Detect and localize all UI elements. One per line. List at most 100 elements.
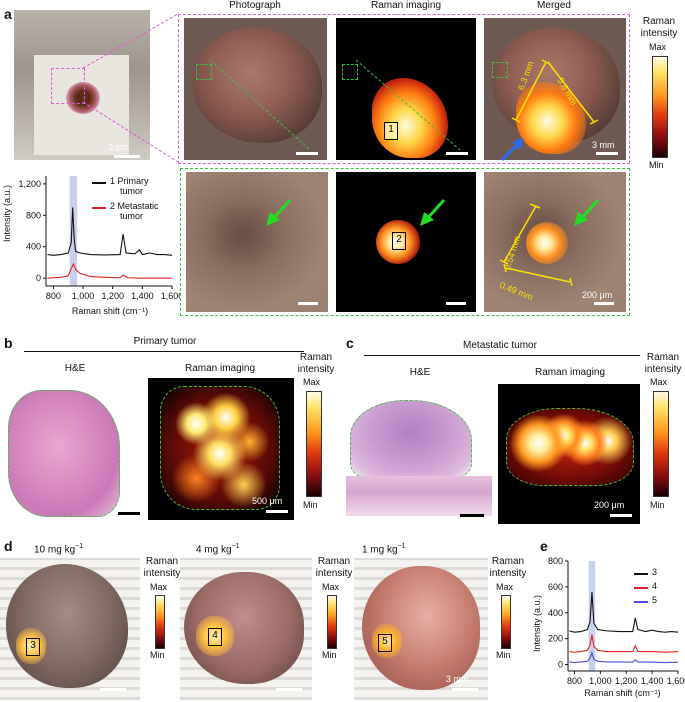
spec-a-ytick-label-0: 0	[36, 273, 41, 283]
spec-a-xtick-label-1: 1,000	[72, 291, 95, 301]
cb-a-min: Min	[649, 160, 664, 170]
spec-a-legend-2a: 2 Metastatic	[110, 201, 159, 211]
raman-zoom: 2	[336, 172, 476, 312]
cb-d3-title1: Raman	[491, 556, 525, 567]
cb-c-max: Max	[650, 377, 668, 387]
cb-a-title2: intensity	[640, 28, 678, 39]
spec-a-series-1	[47, 262, 172, 279]
c-scale-label: 200 μm	[594, 500, 625, 510]
raman-top-scale-bar	[446, 152, 468, 155]
roi-box-5: 5	[378, 634, 392, 652]
spec-a-legend-swatch-2	[92, 207, 106, 209]
c-raman-label: Raman imaging	[534, 367, 606, 378]
cb-d3-title2: intensity	[489, 568, 527, 579]
c-raman-image: 200 μm	[498, 384, 640, 524]
photo-zoom-scale-bar	[298, 302, 318, 305]
overview-photo: 2 cm	[14, 10, 150, 160]
cb-b-min: Min	[303, 500, 318, 510]
d-dose-1: 10 mg kg−1	[34, 543, 84, 556]
col-title-merged: Merged	[537, 0, 571, 11]
spec-a-legend-1b: tumor	[120, 186, 144, 196]
colorbar-a	[652, 56, 668, 158]
cb-b-title2: intensity	[297, 364, 335, 375]
spec-a-xtick-label-0: 800	[46, 291, 61, 301]
merged-scale-bar	[596, 152, 618, 155]
spec-a-legend-swatch-1	[92, 182, 106, 184]
spec-e-xtick-label-1: 1,000	[589, 676, 612, 686]
c-header-rule	[364, 355, 640, 356]
overview-roi-box	[51, 68, 85, 104]
b-header-rule	[24, 351, 304, 352]
c-he-scale-bar	[460, 514, 484, 517]
roi-box-2: 2	[392, 232, 406, 250]
spec-a-legend-1a: 1 Primary	[110, 176, 149, 186]
cb-d2-min: Min	[322, 650, 337, 660]
colorbar-c	[653, 391, 669, 497]
d-kidney-10: 3	[0, 558, 140, 700]
b-header: Primary tumor	[133, 336, 197, 347]
colorbar-d1	[155, 595, 165, 649]
c-he-label: H&E	[409, 367, 431, 378]
panel-label-d: d	[4, 538, 13, 554]
spec-e-xtick-label-3: 1,400	[641, 676, 664, 686]
d-kidney-4: 4	[180, 558, 312, 700]
panel-label-c: c	[346, 335, 354, 351]
cb-a-title1: Raman	[642, 16, 676, 27]
spec-a-xtick-label-4: 1,600	[161, 291, 180, 301]
merged-top: 6.3 mm 5.8 mm 3 mm	[484, 18, 626, 160]
col-title-raman: Raman imaging	[370, 0, 442, 11]
roi-box-1: 1	[384, 122, 398, 140]
colorbar-d2	[327, 595, 337, 649]
b-raman-label: Raman imaging	[184, 363, 256, 374]
colorbar-d3	[501, 595, 511, 649]
cb-b-title1: Raman	[299, 352, 333, 363]
b-raman-image: 500 μm	[148, 378, 294, 520]
spec-a-ytick-label-1: 400	[26, 242, 41, 252]
spec-e-legend-swatch-5	[634, 601, 648, 603]
metastasis-zoom-box	[180, 168, 630, 316]
colorbar-b	[306, 391, 322, 497]
d-kidney-4-scale-bar	[276, 688, 302, 691]
raman-top-small-roi	[342, 64, 358, 80]
spec-e-ytick-label-3: 600	[548, 582, 563, 592]
photo-top-roi	[196, 64, 212, 80]
spec-e-legend-3: 3	[652, 567, 658, 577]
d-kidney-1-scale-bar	[452, 688, 478, 691]
overview-scale-label: 2 cm	[108, 142, 128, 152]
spec-a-ytick-label-2: 800	[26, 210, 41, 220]
d-kidney-10-scale-bar	[100, 688, 126, 691]
photo-top	[184, 18, 327, 160]
cb-d2-title1: Raman	[317, 556, 351, 567]
spec-a-xtick-label-2: 1,200	[101, 291, 124, 301]
cb-d3-min: Min	[496, 650, 511, 660]
merged-zoom-scale-label: 200 μm	[582, 290, 613, 300]
merged-zoom: 0.54 mm 0.49 mm 200 μm	[484, 172, 626, 312]
cb-d2-max: Max	[322, 582, 340, 592]
raman-top: 1	[336, 18, 476, 160]
spec-e-xtick-label-0: 800	[567, 676, 582, 686]
zoom-region-box	[178, 14, 630, 164]
col-title-photograph: Photograph	[229, 0, 281, 11]
spec-a-xlabel: Raman shift (cm⁻¹)	[71, 306, 149, 316]
cb-b-max: Max	[303, 377, 321, 387]
spec-e-ytick-label-4: 800	[548, 556, 563, 566]
d-scale-label: 3 mm	[446, 674, 469, 684]
spec-a-legend-2b: tumor	[120, 211, 144, 221]
photo-zoom	[186, 172, 328, 312]
b-he-scale-bar	[118, 512, 140, 515]
merged-zoom-scale-bar	[594, 302, 614, 305]
d-dose-2: 4 mg kg−1	[196, 543, 240, 556]
c-he-image	[346, 384, 492, 524]
d-kidney-1: 5 3 mm	[354, 558, 488, 700]
cb-d1-min: Min	[150, 650, 165, 660]
spec-e-series-0	[569, 592, 679, 633]
panel-label-e: e	[540, 538, 548, 554]
raman-zoom-scale-bar	[446, 302, 466, 305]
spec-e-legend-swatch-4	[634, 587, 648, 589]
spec-e-ytick-label-1: 200	[548, 634, 563, 644]
cb-d1-title2: intensity	[143, 568, 181, 579]
